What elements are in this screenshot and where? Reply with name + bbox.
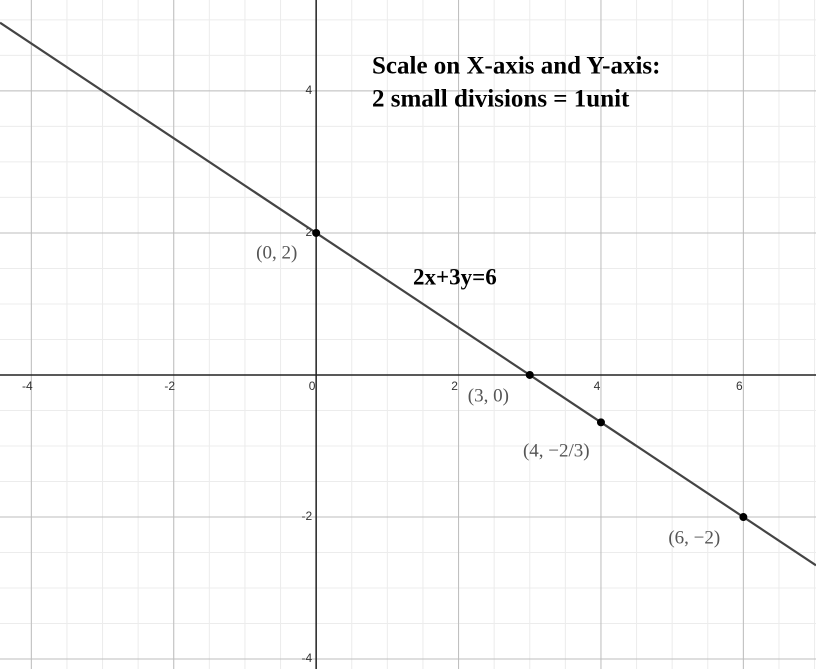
line: [0, 21, 816, 567]
point: [525, 370, 534, 379]
annotation: 2 small divisions = 1unit: [372, 86, 630, 113]
point-label: (0, 2): [256, 242, 297, 263]
x-tick-label: -4: [22, 379, 33, 393]
x-tick-label: 0: [309, 379, 316, 393]
point-label: (4, −2/3): [523, 441, 590, 462]
point: [312, 228, 321, 237]
point: [596, 418, 605, 427]
point: [739, 513, 748, 522]
x-tick-label: 4: [594, 379, 601, 393]
y-tick-label: -4: [301, 651, 312, 665]
x-tick-label: -2: [164, 379, 175, 393]
x-tick-label: 2: [451, 379, 458, 393]
y-tick-label: 4: [305, 83, 312, 97]
annotation: Scale on X-axis and Y-axis:: [372, 53, 660, 80]
y-tick-label: 2: [305, 225, 312, 239]
equation-label: 2x+3y=6: [413, 264, 497, 289]
point-label: (6, −2): [668, 527, 720, 548]
y-tick-label: -2: [301, 509, 312, 523]
point-label: (3, 0): [468, 385, 509, 406]
x-tick-label: 6: [736, 379, 743, 393]
